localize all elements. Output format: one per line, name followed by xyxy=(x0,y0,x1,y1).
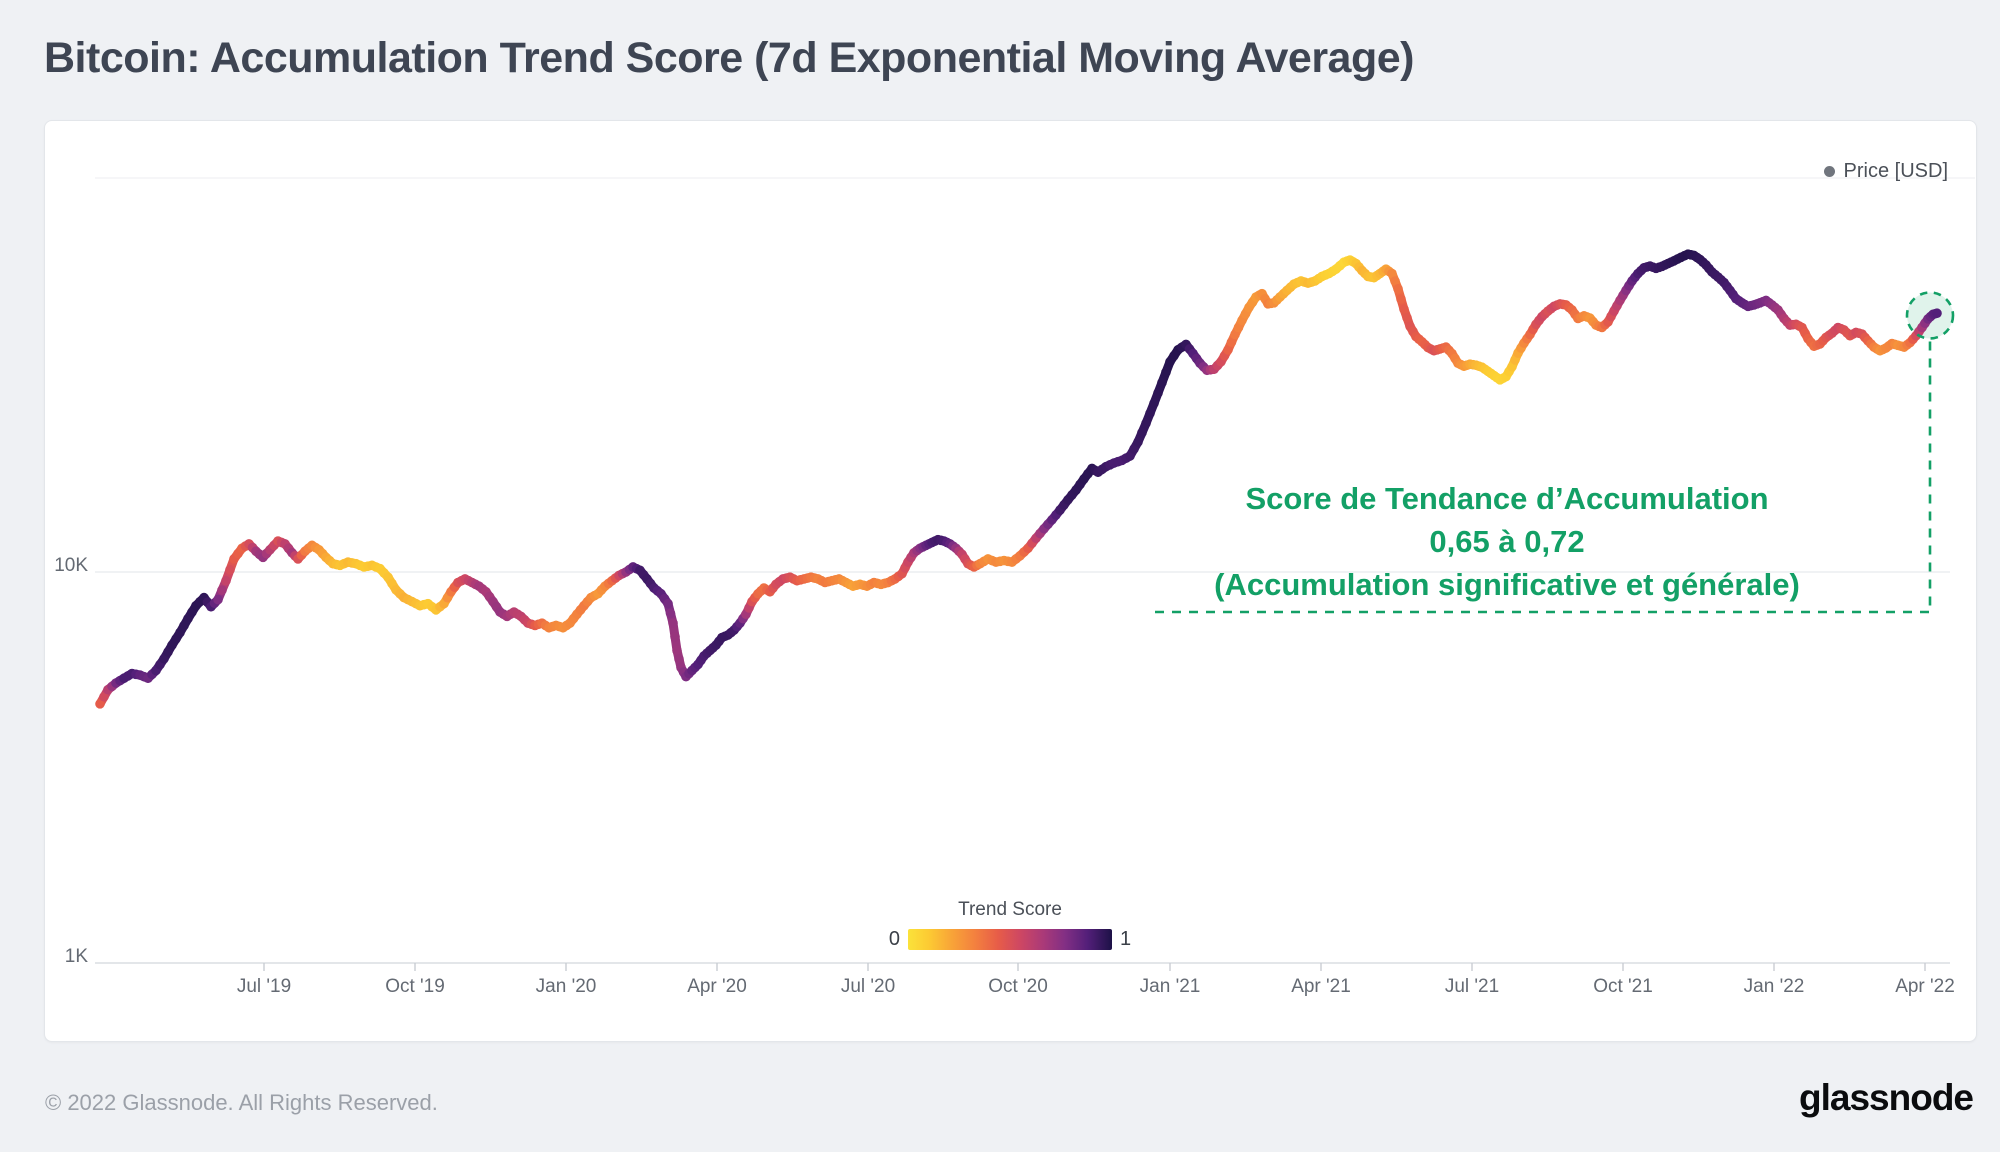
price-dot xyxy=(663,598,673,609)
price-dot xyxy=(1390,276,1400,286)
price-dot xyxy=(1161,367,1171,377)
annotation-line-3: (Accumulation significative et générale) xyxy=(1214,567,1800,602)
price-dot xyxy=(1153,388,1163,398)
colorbar-max-label: 1 xyxy=(1120,928,1132,950)
price-dot xyxy=(1393,284,1403,294)
price-dot xyxy=(1223,345,1233,355)
price-dot xyxy=(1226,337,1237,347)
price-dot xyxy=(225,565,235,575)
x-tick-label: Apr '21 xyxy=(1291,976,1351,997)
price-dot xyxy=(179,620,189,631)
price-dot xyxy=(175,627,185,638)
price-dot xyxy=(1129,444,1139,454)
page-title: Bitcoin: Accumulation Trend Score (7d Ex… xyxy=(44,34,1414,82)
series-legend[interactable]: Price [USD] xyxy=(1823,157,1948,185)
x-tick-label: Oct '19 xyxy=(385,976,445,997)
price-dot xyxy=(1145,408,1155,419)
x-tick-label: Apr '22 xyxy=(1895,976,1955,997)
price-dot xyxy=(221,575,231,586)
price-dot xyxy=(1157,377,1167,388)
price-dot xyxy=(1387,268,1397,279)
footer-copyright: © 2022 Glassnode. All Rights Reserved. xyxy=(45,1090,438,1115)
price-dot xyxy=(213,594,223,605)
price-dot xyxy=(670,631,680,642)
trend-score-colorbar xyxy=(908,929,1112,950)
price-dot xyxy=(99,691,109,702)
colorbar-title: Trend Score xyxy=(958,899,1062,920)
price-dot xyxy=(1137,427,1147,438)
x-tick-label: Apr '20 xyxy=(687,976,747,997)
price-dot xyxy=(1133,437,1143,447)
y-tick-label: 1K xyxy=(64,946,88,967)
annotation-text: Score de Tendance d’Accumulation 0,65 à … xyxy=(1150,477,1864,606)
price-dot xyxy=(1402,312,1412,323)
x-tick-label: Jan '22 xyxy=(1743,976,1805,997)
price-dot xyxy=(1396,294,1406,304)
price-dot xyxy=(665,608,676,619)
price-dot xyxy=(95,699,105,709)
price-dot xyxy=(1399,304,1409,315)
annotation-line-2: 0,65 à 0,72 xyxy=(1429,524,1585,559)
price-dot xyxy=(1125,451,1135,461)
chart-card xyxy=(44,120,1977,1042)
x-tick-label: Oct '21 xyxy=(1593,976,1653,997)
x-tick-label: Oct '20 xyxy=(988,976,1048,997)
x-tick-label: Jul '21 xyxy=(1444,976,1500,997)
annotation-line-1: Score de Tendance d’Accumulation xyxy=(1245,481,1769,516)
y-tick-label: 10K xyxy=(54,555,88,576)
price-dot xyxy=(1932,308,1942,319)
highlight-circle-ring[interactable] xyxy=(1905,291,1955,340)
x-tick-label: Jul '19 xyxy=(236,976,292,997)
x-tick-label: Jan '20 xyxy=(535,976,597,997)
series-dot-icon xyxy=(1823,165,1835,177)
price-dot xyxy=(674,654,684,664)
price-dot xyxy=(1149,398,1159,409)
price-dot xyxy=(668,618,678,628)
brand-logo: glassnode xyxy=(1799,1077,1974,1118)
price-dot xyxy=(672,645,682,656)
price-dot xyxy=(217,585,227,595)
price-dot xyxy=(1141,418,1151,429)
x-tick-label: Jul '20 xyxy=(840,976,896,997)
x-tick-label: Jan '21 xyxy=(1139,976,1201,997)
series-legend-label: Price [USD] xyxy=(1843,159,1948,182)
colorbar-min-label: 0 xyxy=(888,928,900,950)
